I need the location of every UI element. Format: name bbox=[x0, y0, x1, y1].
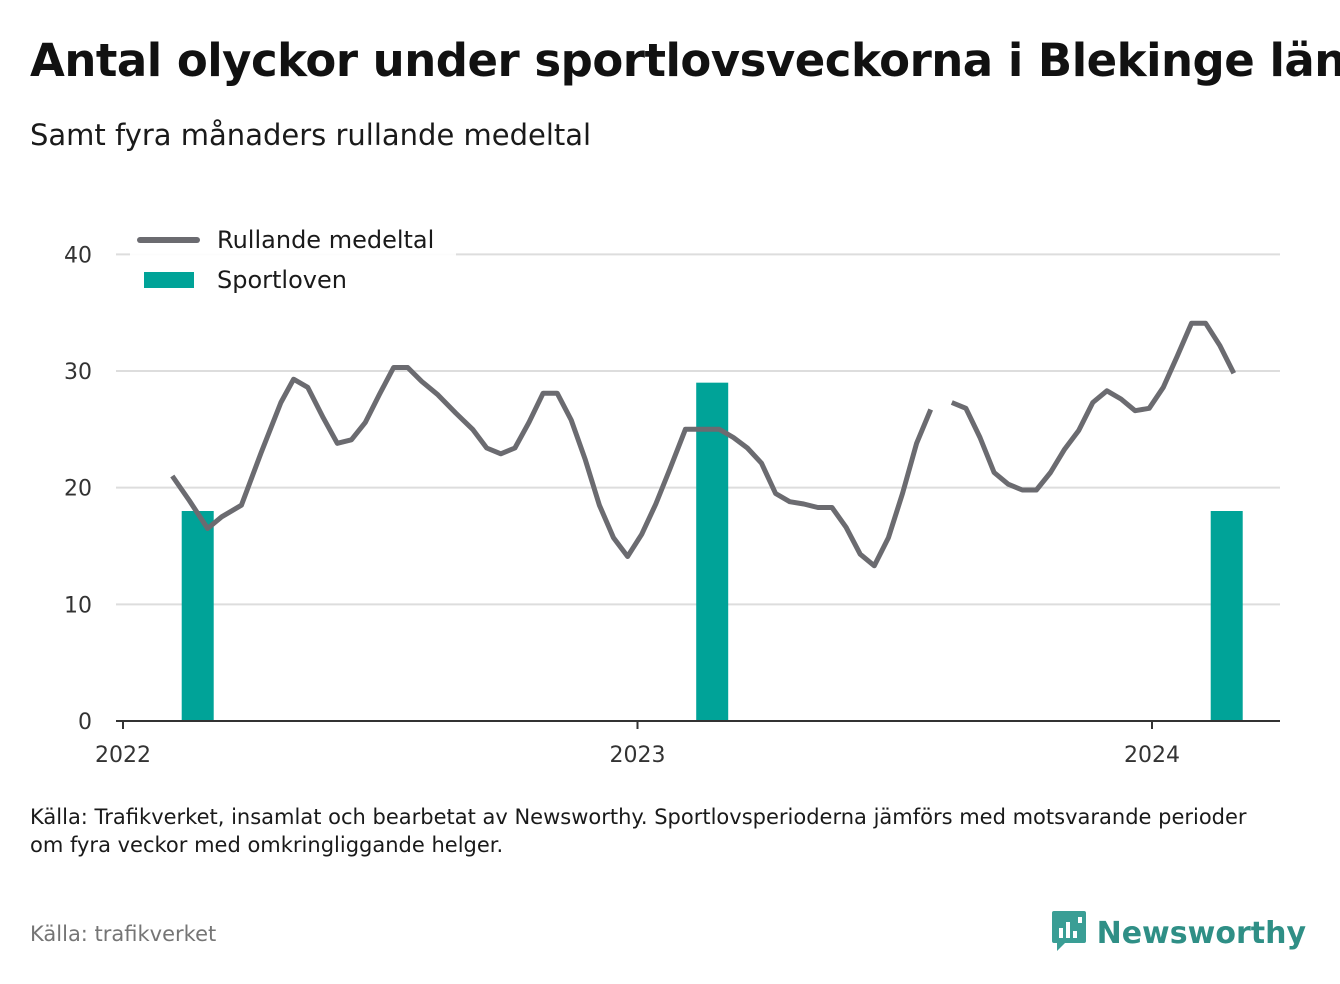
brand-name: Newsworthy bbox=[1096, 915, 1306, 951]
legend-bar-swatch bbox=[144, 272, 194, 288]
x-tick-label: 2022 bbox=[95, 743, 151, 768]
line-rullande-medeltal bbox=[950, 320, 1237, 493]
chart-subtitle: Samt fyra månaders rullande medeltal bbox=[30, 118, 592, 152]
y-tick-label: 10 bbox=[64, 593, 92, 618]
methodology-note: Källa: Trafikverket, insamlat och bearbe… bbox=[30, 805, 1247, 857]
y-tick-label: 40 bbox=[64, 243, 92, 268]
newsworthy-logo-icon bbox=[1051, 909, 1087, 957]
x-tick-label: 2024 bbox=[1124, 743, 1180, 768]
bar-sportloven bbox=[1210, 511, 1243, 721]
newsworthy-brand[interactable]: Newsworthy bbox=[1051, 910, 1306, 956]
line-rullande-medeltal bbox=[170, 365, 934, 569]
axes: 0 10 20 30 40 2022 2023 2024 bbox=[64, 243, 1280, 768]
chart-area: 0 10 20 30 40 2022 2023 2024 Rullande medeltal … bbox=[64, 212, 1280, 768]
bar-sportloven bbox=[696, 382, 729, 721]
y-tick-label: 0 bbox=[78, 710, 92, 735]
legend-label-rullande-medeltal: Rullande medeltal bbox=[217, 226, 434, 254]
legend: Rullande medeltal Sportloven bbox=[130, 212, 456, 302]
legend-label-sportloven: Sportloven bbox=[217, 266, 347, 294]
bar-series bbox=[181, 382, 1243, 721]
source-label: Källa: trafikverket bbox=[30, 922, 217, 946]
y-tick-label: 30 bbox=[64, 360, 92, 385]
y-tick-label: 20 bbox=[64, 477, 92, 502]
line-series bbox=[170, 320, 1237, 569]
x-tick-label: 2023 bbox=[610, 743, 666, 768]
chart-title: Antal olyckor under sportlovsveckorna i … bbox=[30, 34, 1340, 87]
bar-sportloven bbox=[181, 511, 214, 721]
